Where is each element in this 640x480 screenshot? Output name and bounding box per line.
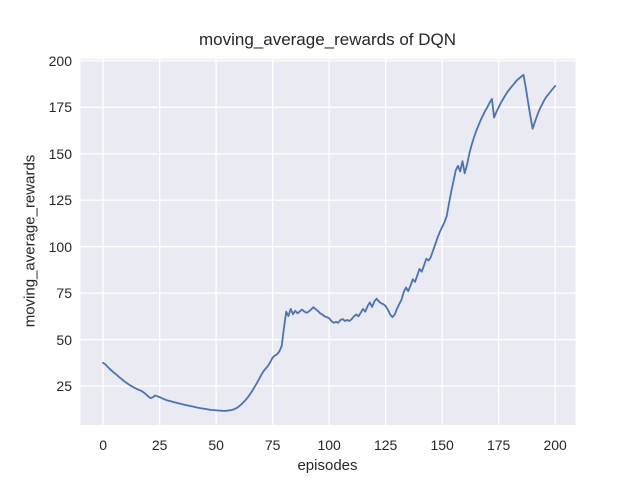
x-tick-label: 200 [543, 437, 567, 453]
y-tick-label: 50 [56, 331, 72, 348]
x-tick-label: 75 [264, 437, 281, 453]
reward-line [102, 73, 557, 412]
x-tick-label: 50 [208, 437, 224, 453]
y-tick-label: 25 [56, 377, 72, 394]
y-tick-label: 150 [48, 145, 72, 162]
x-tick-label: 175 [486, 437, 511, 453]
y-tick-label: 75 [56, 285, 72, 302]
x-tick-label: 125 [373, 437, 398, 453]
y-tick-label: 175 [48, 99, 72, 116]
y-tick-label: 200 [48, 52, 72, 69]
x-tick-label: 0 [99, 437, 107, 453]
chart-title: moving_average_rewards of DQN [198, 30, 456, 49]
x-tick-label: 25 [151, 437, 168, 453]
y-tick-label: 125 [48, 192, 72, 209]
x-tick-label: 100 [317, 437, 341, 453]
plot-background [80, 59, 576, 425]
x-tick-label: 150 [430, 437, 454, 453]
x-axis-label: episodes [297, 457, 358, 474]
y-tick-label: 100 [48, 238, 72, 255]
